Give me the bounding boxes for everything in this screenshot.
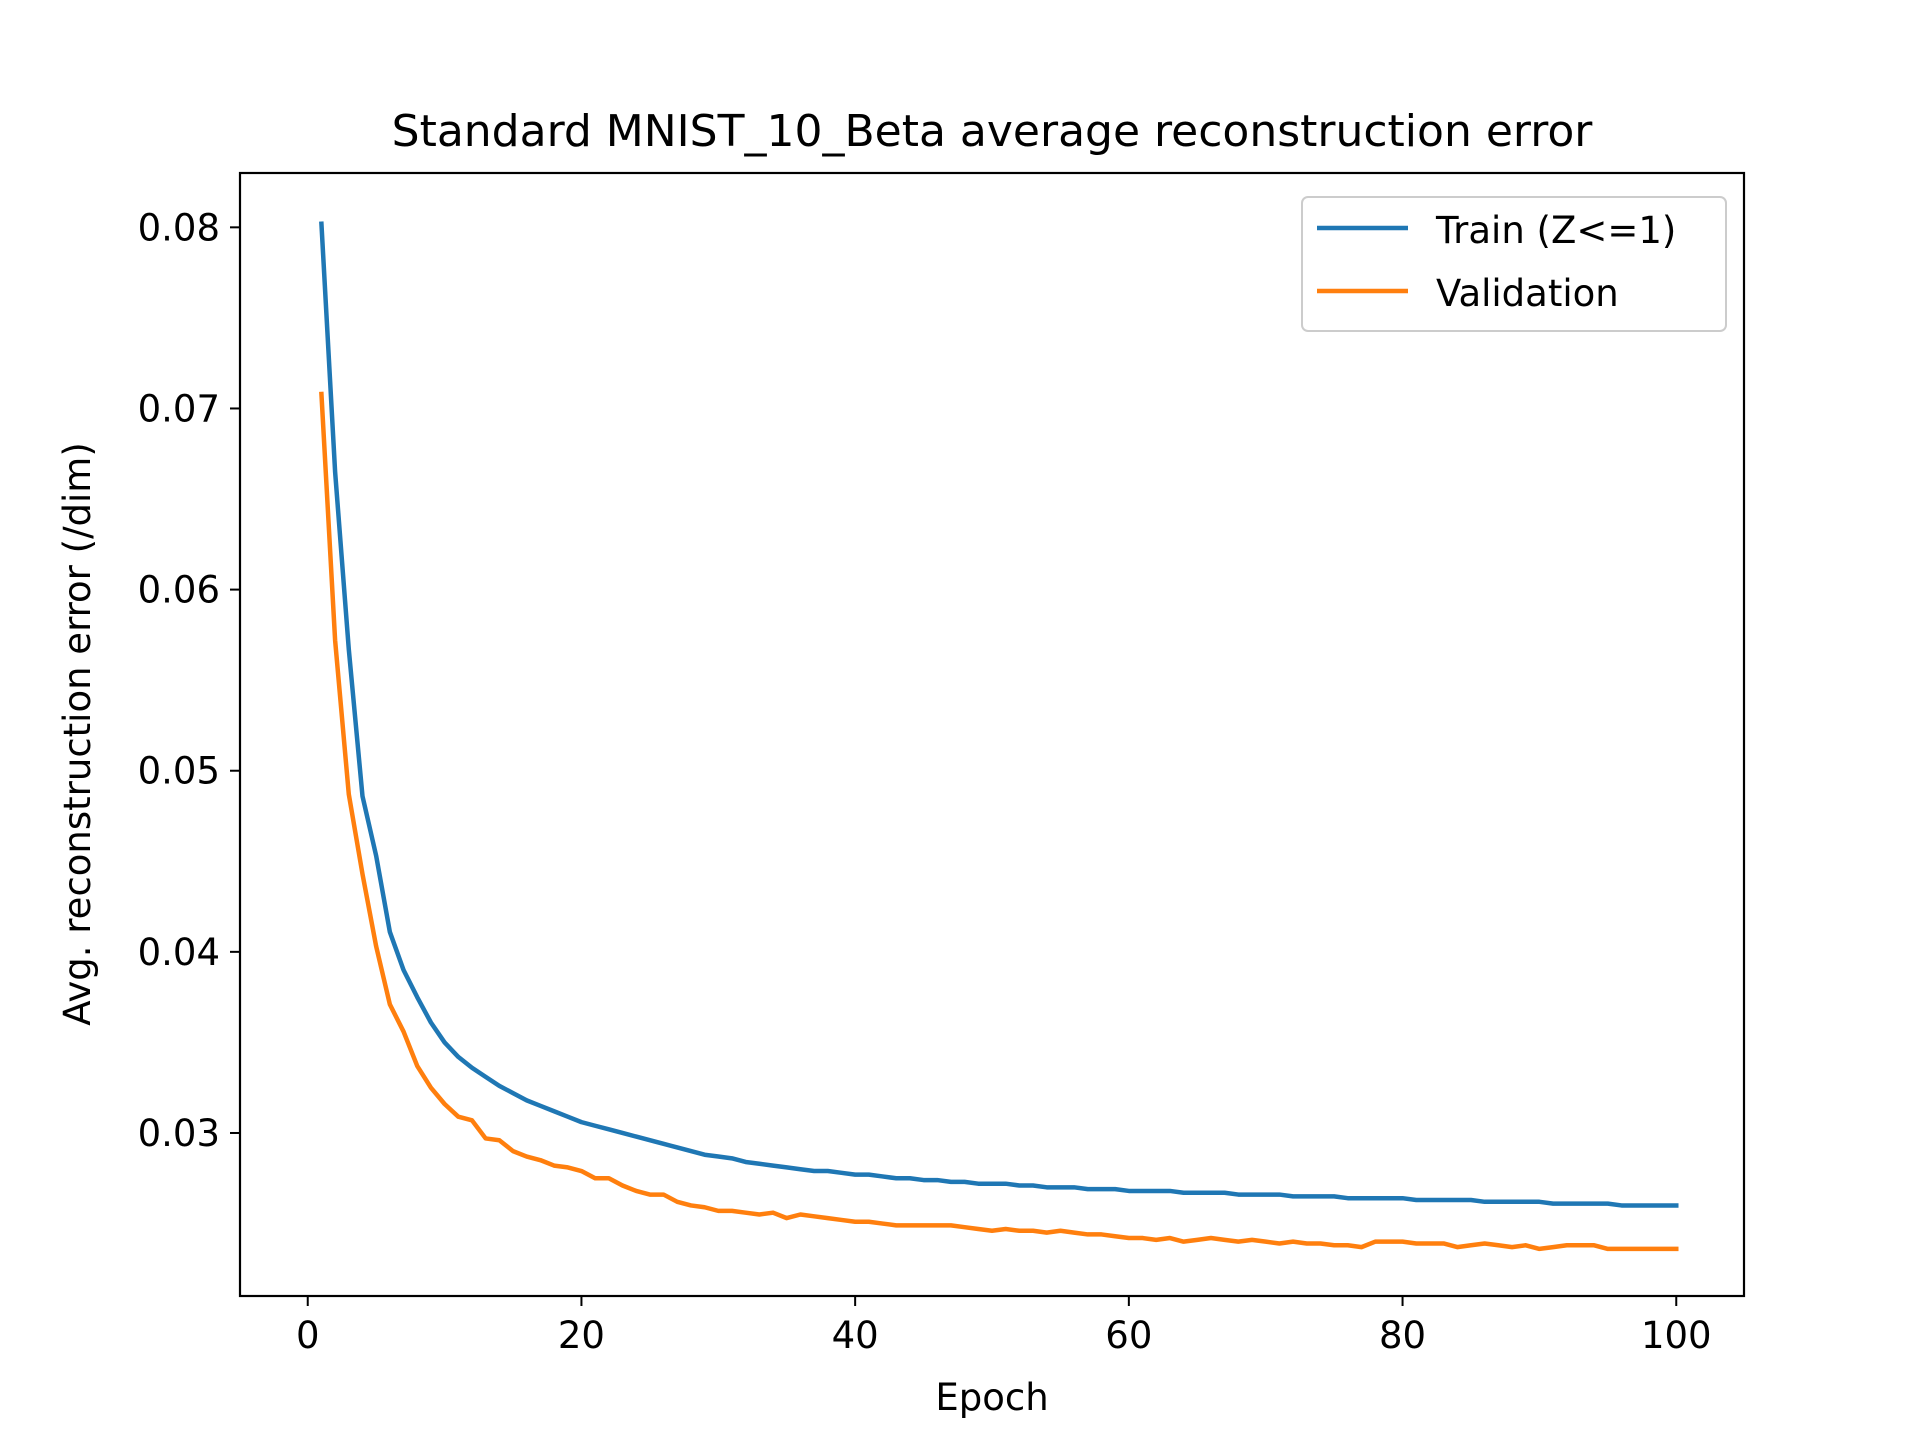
series-lines [319, 221, 1679, 1252]
series-line-train [319, 221, 1679, 1208]
y-tick-label: 0.07 [138, 387, 220, 430]
legend-label-validation: Validation [1436, 272, 1619, 315]
x-tick-label: 60 [1105, 1314, 1152, 1357]
axis-ticks: 0 20 40 60 80 100 0.03 0.04 0.05 0.06 0.07 0.08 [138, 206, 1712, 1357]
y-axis-label: Avg. reconstruction error (/dim) [56, 442, 99, 1026]
y-tick-label: 0.03 [138, 1112, 220, 1155]
legend-label-train: Train (Z<=1) [1435, 209, 1676, 252]
y-tick-label: 0.08 [138, 206, 220, 249]
series-line-validation [319, 391, 1679, 1252]
x-tick-label: 20 [558, 1314, 605, 1357]
x-tick-label: 0 [296, 1314, 320, 1357]
y-tick-label: 0.05 [138, 750, 220, 793]
y-tick-label: 0.06 [138, 569, 220, 612]
x-tick-label: 40 [832, 1314, 879, 1357]
x-tick-label: 80 [1379, 1314, 1426, 1357]
x-tick-label: 100 [1641, 1314, 1712, 1357]
legend: Train (Z<=1) Validation [1301, 196, 1727, 332]
axes-frame [238, 171, 1746, 1298]
legend-box [1301, 196, 1727, 332]
y-tick-label: 0.04 [138, 931, 220, 974]
x-axis-label: Epoch [935, 1376, 1048, 1419]
chart-title: Standard MNIST_10_Beta average reconstru… [392, 106, 1594, 157]
